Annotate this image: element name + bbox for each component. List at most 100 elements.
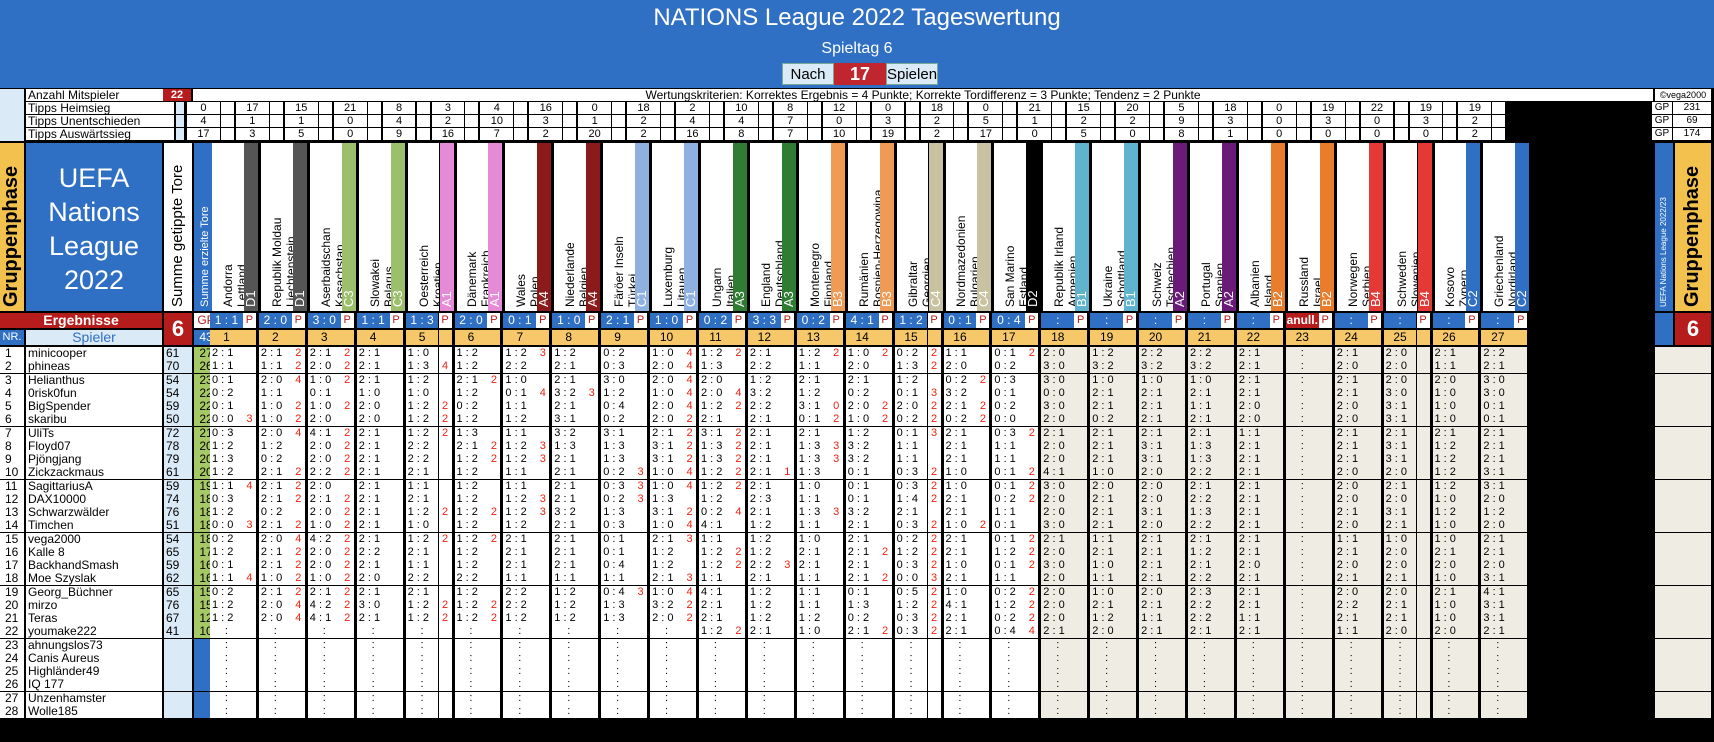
player-tip: 2 : 1 [356,612,390,625]
tip-points [829,533,843,546]
match-number-gap [1367,330,1381,345]
match-result: 2 : 1 [601,313,635,328]
group-tag-text: A3 [732,291,747,307]
match-number-gap [1465,330,1479,345]
match-number-gap [927,330,941,345]
match-number-gap [1318,330,1332,345]
tip-points: 2 [487,533,501,546]
tip-points [536,692,550,705]
tip-points [829,519,843,532]
tip-points [536,466,550,479]
tip-points: 2 [878,625,892,638]
player-tip: 2 : 1 [1236,519,1270,532]
player-tip: 1 : 2 [454,453,488,466]
player-tip: : [1285,413,1319,426]
tip-points [780,599,794,612]
tip-points [585,400,599,413]
player-name: Georg_Büchner [26,586,162,599]
tip-points [585,374,599,387]
tip-points: 3 [683,533,696,546]
player-tip: 2 : 1 [1432,347,1466,360]
tip-count: 16 [676,128,709,140]
player-tipped: 76 [164,506,192,519]
tip-gap [1443,115,1457,127]
tip-points [1172,400,1185,413]
tip-points [1367,427,1381,440]
tip-points: 2 [340,493,354,506]
match-away: Estland [1017,266,1027,307]
player-tip: 0 : 0 [210,519,243,532]
tip-points [1074,599,1088,612]
tip-points [1269,692,1283,705]
tip-points [242,652,256,665]
player-tip: 2 : 0 [650,400,683,413]
player-tip: 3 : 1 [1383,440,1417,453]
match-header: Montenegro Finnland [798,143,831,311]
group-tag: C3 [341,143,356,311]
player-tip: 2 : 1 [307,493,341,506]
match-number: 6 [454,330,488,345]
player-tip: : [650,705,683,718]
player-tip: : [1090,705,1124,718]
tip-count: 3 [1409,115,1443,127]
player-tip: 1 : 0 [650,387,683,400]
tip-points [1465,519,1479,532]
tip-points: 2 [1025,427,1039,440]
tip-points [829,625,843,638]
tip-points [487,692,501,705]
tip-points [1465,546,1479,559]
player-tip: 3 : 2 [747,387,781,400]
match-header-text: Slowakei [367,258,382,307]
match-header-text: Andorra [220,264,235,307]
player-tip: 1 : 2 [405,427,439,440]
tip-points [780,705,794,718]
tip-points [438,374,452,387]
tip-points [340,678,354,691]
group-tag: A2 [1221,143,1236,311]
player-tip: 0 : 3 [894,519,928,532]
tip-points: 2 [291,360,305,373]
tip-points [1465,665,1479,678]
player-tip: 2 : 1 [894,506,928,519]
tip-count: 18 [920,102,954,114]
tip-points: 2 [291,559,305,572]
tip-points [1123,559,1137,572]
tip-points [976,612,990,625]
player-tip: 2 : 0 [1334,493,1368,506]
player-tip: : [1188,665,1221,678]
row-end [1655,678,1711,691]
tip-gap [1247,115,1261,127]
tip-points [1514,506,1528,519]
tip-points [1025,453,1039,466]
player-tip: : [405,625,439,638]
tip-points: 2 [340,586,354,599]
player-tip: 0 : 3 [992,374,1026,387]
player-tip: 1 : 2 [747,612,781,625]
player-tip: : [601,625,635,638]
player-tip: 2 : 0 [1041,546,1075,559]
tip-points [1220,678,1234,691]
match-header: Russland Israel [1287,143,1320,311]
player-tip: 1 : 0 [1432,612,1466,625]
player-tipped: 65 [164,586,192,599]
tip-points [1269,400,1283,413]
tip-points [242,506,256,519]
tip-points [780,400,794,413]
tip-points [1465,572,1479,585]
tip-gap [1247,128,1261,140]
tip-points [487,559,501,572]
p-marker: P [976,313,990,328]
tip-points [585,506,599,519]
tip-points [927,374,941,387]
tip-count: 10 [724,102,758,114]
player-tip: 2 : 1 [1383,519,1417,532]
player-tipped: 59 [164,480,192,493]
player-tip: : [699,639,732,652]
group-tag: C3 [390,143,405,311]
match-number-gap [487,330,501,345]
tip-points: 2 [487,374,501,387]
player-nr: 21 [0,612,24,625]
tip-count: 15 [1067,102,1101,114]
tip-points: 2 [340,347,354,360]
tip-gap [661,102,674,114]
